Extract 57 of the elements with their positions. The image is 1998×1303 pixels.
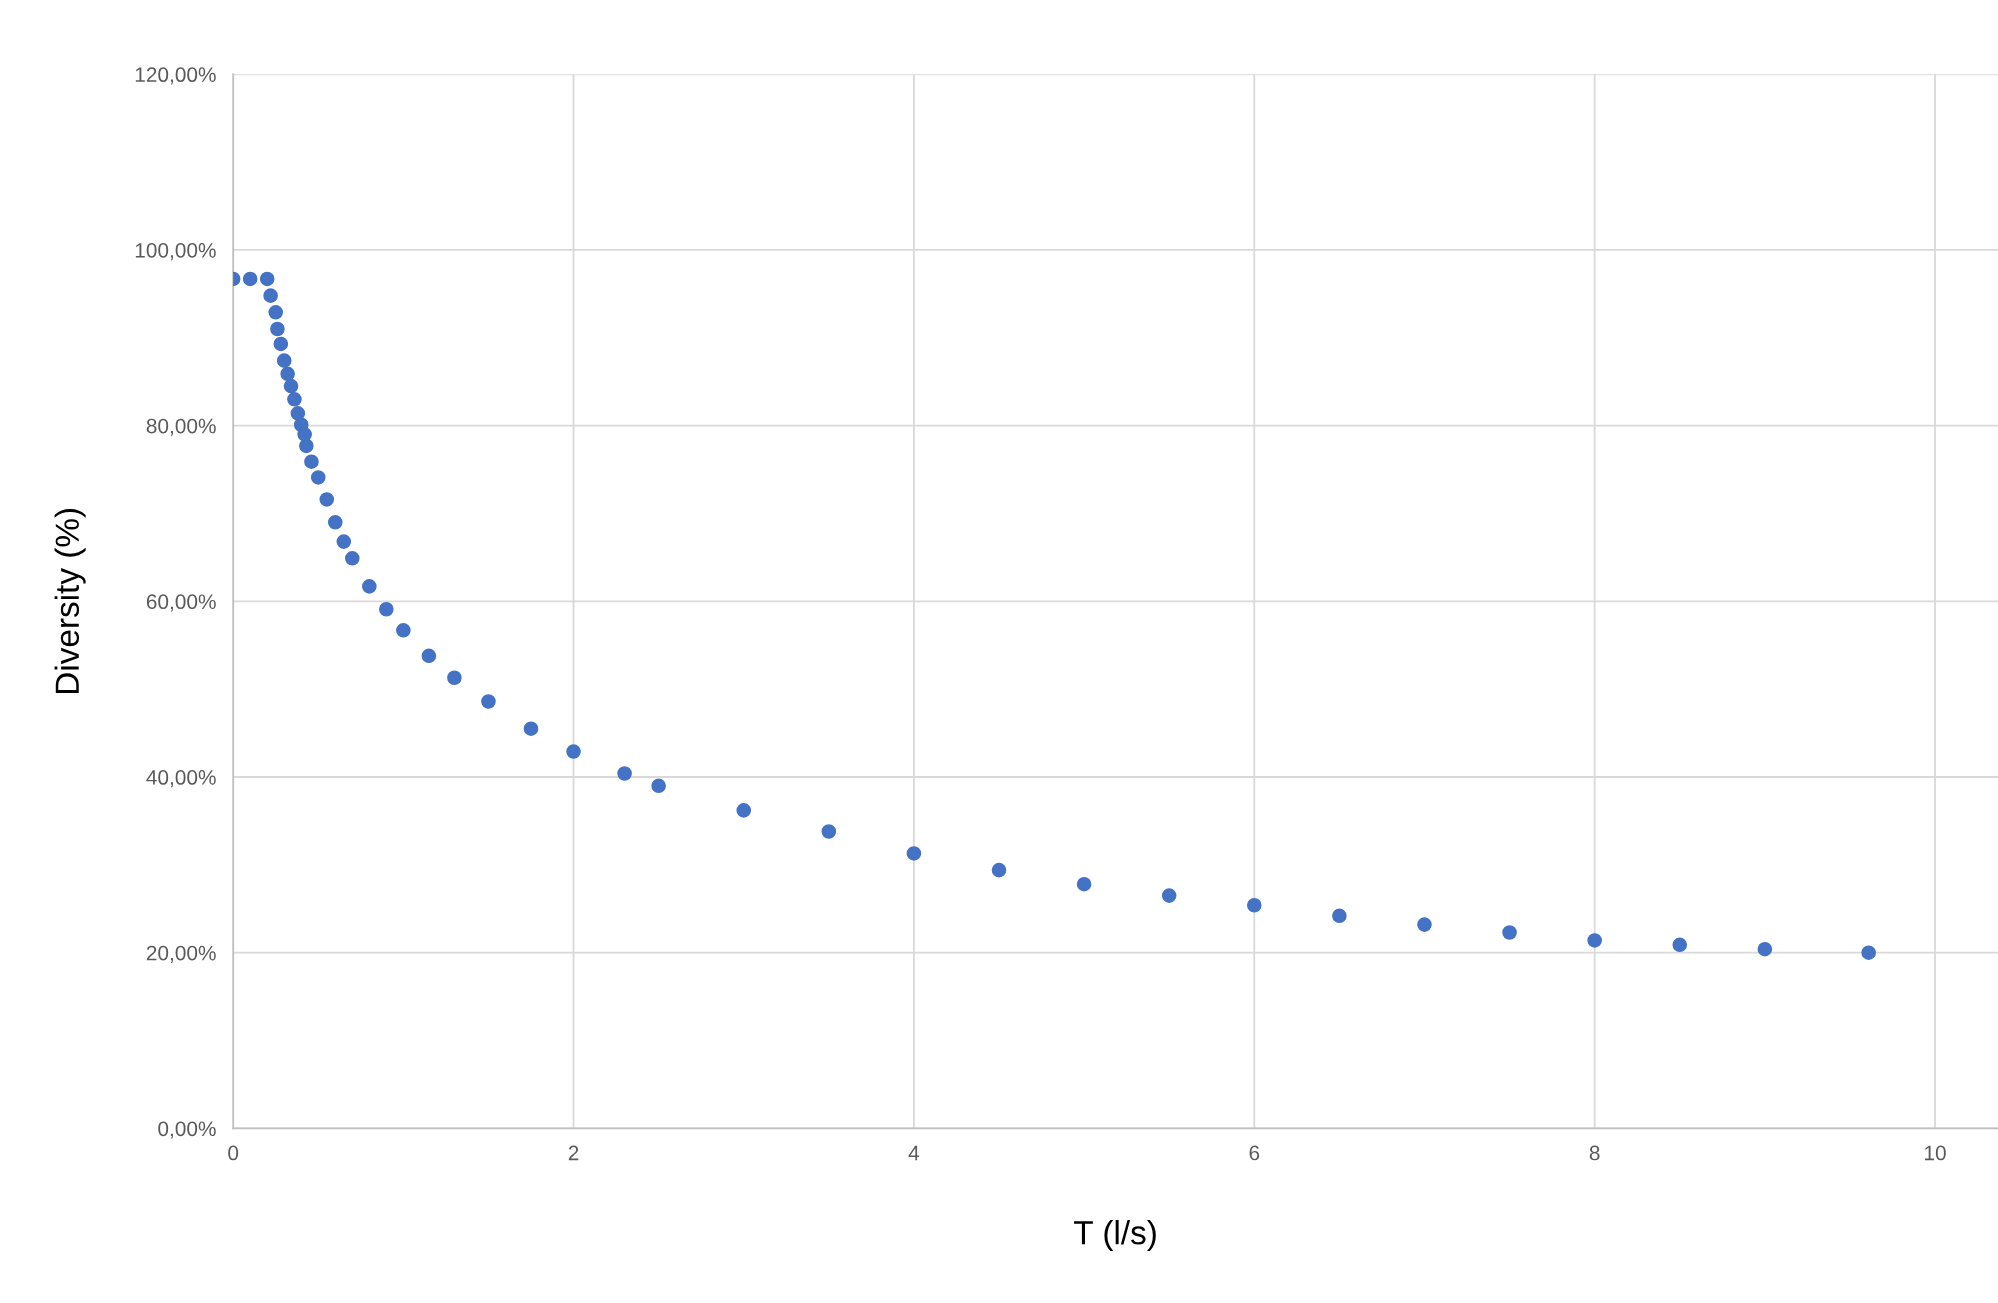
point <box>336 534 352 549</box>
y-axis-title: Diversity (%) <box>54 508 86 694</box>
point <box>1076 876 1092 892</box>
point <box>906 846 922 861</box>
point <box>821 824 837 839</box>
point <box>566 744 581 759</box>
point <box>736 803 752 818</box>
point <box>280 366 295 382</box>
point <box>396 623 411 638</box>
y-tick-label: 0,00% <box>158 1121 216 1139</box>
point <box>290 406 306 421</box>
point <box>259 271 275 287</box>
point <box>481 694 496 709</box>
point <box>379 601 394 617</box>
point <box>270 321 285 337</box>
x-tick-label: 8 <box>1589 1145 1600 1161</box>
point <box>276 353 292 368</box>
point <box>304 454 319 469</box>
point <box>1161 888 1177 903</box>
point <box>310 470 326 485</box>
point <box>1672 937 1688 953</box>
y-tick-label: 60,00% <box>146 594 216 612</box>
point <box>651 778 666 794</box>
point <box>327 514 343 530</box>
point <box>345 551 360 566</box>
point <box>283 378 299 394</box>
x-tick-label: 0 <box>228 1145 239 1161</box>
y-tick-label: 80,00% <box>146 418 216 436</box>
point <box>319 492 335 507</box>
point <box>1757 941 1773 957</box>
x-tick-label: 2 <box>568 1145 579 1161</box>
x-axis-title: T (l/s) <box>1074 1220 1156 1252</box>
point <box>421 648 437 664</box>
point <box>1587 933 1602 948</box>
point <box>1861 945 1876 960</box>
point <box>299 438 314 454</box>
point <box>617 766 632 781</box>
x-tick-label: 4 <box>908 1145 920 1161</box>
y-tick-label: 100,00% <box>135 242 216 261</box>
point <box>287 392 302 407</box>
point <box>523 721 539 736</box>
point <box>263 288 278 303</box>
point <box>1417 917 1432 932</box>
point <box>1247 897 1262 913</box>
point <box>1332 908 1347 924</box>
x-tick-label: 6 <box>1249 1145 1260 1161</box>
point <box>268 305 283 320</box>
point <box>991 862 1007 878</box>
y-tick-label: 120,00% <box>135 67 216 85</box>
point <box>447 670 462 686</box>
y-tick-label: 20,00% <box>146 945 216 963</box>
x-tick-label: 10 <box>1925 1145 1946 1161</box>
point <box>242 271 258 287</box>
y-tick-label: 40,00% <box>146 770 216 788</box>
point <box>273 336 289 352</box>
point <box>1502 925 1517 940</box>
point <box>362 579 377 594</box>
